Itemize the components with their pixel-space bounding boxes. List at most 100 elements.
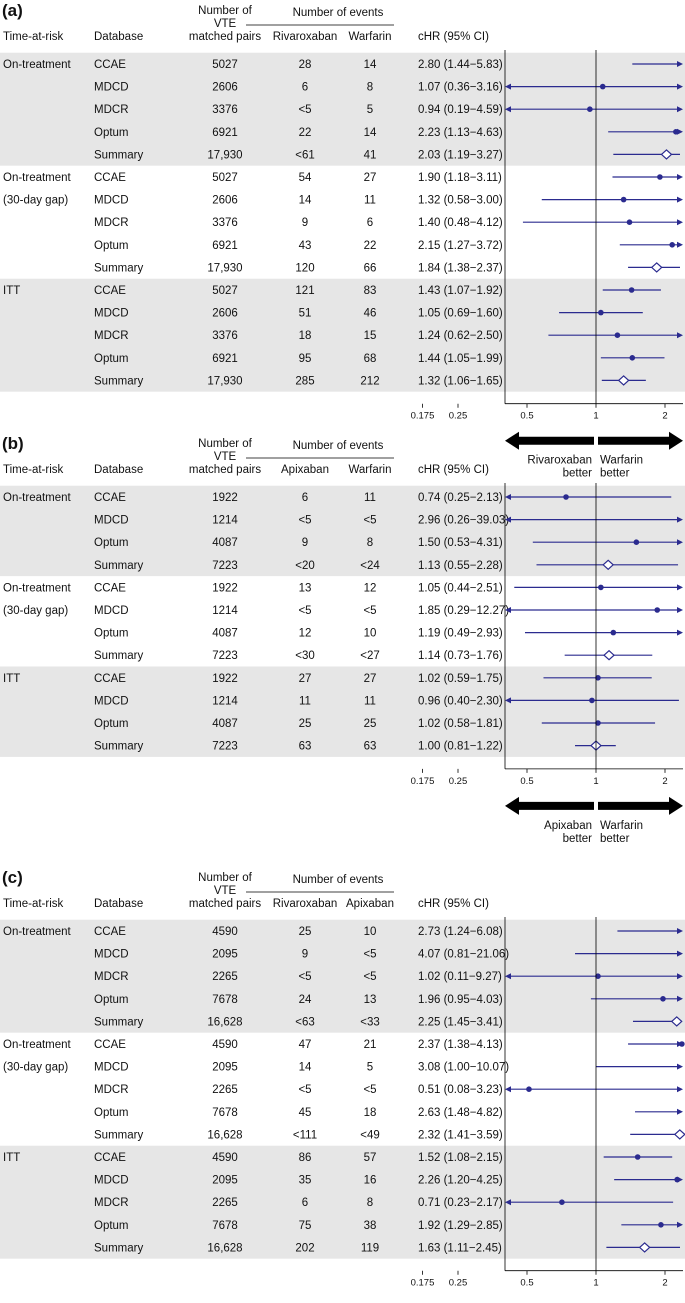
row-events-drug1: 45 [299,1107,312,1119]
header-pairs-line3: matched pairs [189,898,261,910]
row-chr: 1.50 (0.53−4.31) [418,537,503,549]
row-chr: 1.52 (1.08−2.15) [418,1152,503,1164]
header-drug2: Warfarin [348,464,391,476]
group-label: On-treatment [3,59,72,71]
row-events-drug2: 38 [364,1220,377,1232]
header-pairs-line2: VTE [214,18,237,30]
row-database: Summary [94,560,143,572]
row-chr: 4.07 (0.81−21.06) [418,949,509,961]
summary-diamond [660,149,673,160]
x-tick-label: 1 [593,1278,598,1289]
ci-arrow-right [677,61,683,67]
row-database: Optum [94,537,129,549]
ci-arrow-right [677,584,683,591]
ci-arrow-right [677,1086,683,1093]
row-chr: 1.24 (0.62−2.50) [418,330,503,342]
row-pairs: 16,628 [207,1016,242,1028]
row-pairs: 17,930 [207,375,242,387]
row-pairs: 1214 [212,515,238,527]
row-events-drug1: 28 [299,59,312,71]
header-pairs-line3: matched pairs [189,31,261,43]
header-chr: cHR (95% CI) [418,898,489,910]
row-pairs: 1922 [212,582,238,594]
header-chr: cHR (95% CI) [418,31,489,43]
row-events-drug2: 10 [364,628,377,640]
header-pairs-line3: matched pairs [189,464,261,476]
ci-arrow-left [505,516,511,523]
row-database: MDCR [94,1197,129,1209]
row-database: MDCD [94,605,129,617]
point-estimate [679,1041,685,1047]
row-chr: 2.23 (1.13−4.63) [418,127,503,139]
row-database: MDCR [94,1084,129,1096]
x-tick-label: 2 [662,776,667,787]
row-database: MDCD [94,308,129,320]
row-pairs: 7678 [212,1107,238,1119]
row-events-drug1: 9 [302,949,308,961]
row-events-drug1: <111 [293,1129,317,1141]
x-tick-label: 0.25 [449,1278,468,1289]
row-chr: 2.80 (1.44−5.83) [418,59,503,71]
row-events-drug2: 5 [367,104,373,116]
row-database: Optum [94,628,129,640]
header-pairs-line2: VTE [214,885,237,897]
favors-right-arrow [598,431,683,450]
row-events-drug1: <5 [298,104,311,116]
x-tick-label: 0.25 [449,776,468,787]
row-events-drug2: 11 [364,492,376,504]
point-estimate [654,607,661,613]
row-events-drug1: 14 [299,1062,312,1074]
header-time-at-risk: Time-at-risk [3,898,64,910]
row-events-drug1: 24 [299,994,312,1006]
row-events-drug1: 14 [299,195,312,207]
ci-arrow-right [677,607,683,613]
row-events-drug2: 21 [364,1039,377,1051]
row-events-drug1: 9 [302,537,308,549]
row-events-drug1: 18 [299,330,312,342]
row-events-drug2: <5 [363,605,376,617]
row-events-drug2: 22 [364,240,377,252]
ci-arrow-right [677,332,683,339]
ci-arrow-right [677,106,683,113]
row-database: MDCR [94,104,129,116]
row-database: Summary [94,149,143,161]
row-chr: 1.84 (1.38−2.37) [418,262,503,274]
row-chr: 1.02 (0.11−9.27) [418,971,502,983]
row-events-drug1: <5 [298,515,311,527]
row-chr: 1.43 (1.07−1.92) [418,285,503,297]
ci-arrow-right [677,196,683,203]
point-estimate [587,106,593,112]
row-events-drug2: 6 [367,217,373,229]
row-database: Summary [94,375,143,387]
row-events-drug2: 10 [364,926,377,938]
group-label: ITT [3,673,20,685]
row-pairs: 2265 [212,1197,238,1209]
row-chr: 2.15 (1.27−3.72) [418,240,503,252]
header-events-group: Number of events [293,7,384,19]
row-pairs: 7223 [212,741,238,753]
row-database: MDCR [94,971,129,983]
point-estimate [669,242,675,248]
row-chr: 2.03 (1.19−3.27) [418,149,503,161]
point-estimate [610,629,617,636]
row-pairs: 3376 [212,330,238,342]
row-events-drug1: <5 [298,1084,311,1096]
row-pairs: 4590 [212,926,238,938]
ci-arrow-right [677,1063,683,1070]
row-chr: 1.07 (0.36−3.16) [418,82,503,94]
row-events-drug1: <61 [295,149,315,161]
ci-arrow-right [677,219,683,226]
row-pairs: 2095 [212,1062,238,1074]
point-estimate [628,287,635,293]
row-events-drug1: <5 [298,971,311,983]
row-chr: 1.90 (1.18−3.11) [418,172,502,184]
row-events-drug2: 11 [364,695,376,707]
header-pairs-line1: Number of [198,872,252,884]
row-chr: 1.96 (0.95−4.03) [418,994,503,1006]
row-chr: 1.02 (0.59−1.75) [418,673,503,685]
row-events-drug1: 13 [299,582,312,594]
ci-arrow-left [505,607,511,613]
ci-arrow-right [677,1221,683,1228]
header-drug1: Rivaroxaban [273,31,338,43]
point-estimate [595,675,601,681]
